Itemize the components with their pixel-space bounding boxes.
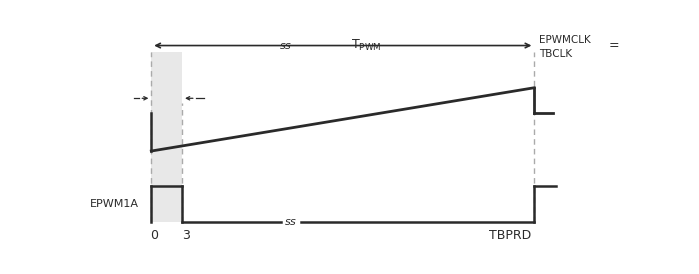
Text: $\mathit{ss}$: $\mathit{ss}$	[279, 41, 292, 50]
Text: T$_{\rm PWM}$: T$_{\rm PWM}$	[351, 38, 381, 53]
Text: 3: 3	[182, 229, 190, 242]
Text: 0: 0	[150, 229, 158, 242]
Text: EPWM1A: EPWM1A	[90, 199, 139, 209]
Text: TBPRD: TBPRD	[489, 229, 532, 242]
Text: =: =	[609, 39, 620, 52]
Text: $\mathit{ss}$: $\mathit{ss}$	[284, 217, 297, 227]
Bar	[151, 52, 182, 222]
Text: EPWMCLK: EPWMCLK	[539, 35, 591, 45]
Text: TBCLK: TBCLK	[539, 49, 572, 59]
